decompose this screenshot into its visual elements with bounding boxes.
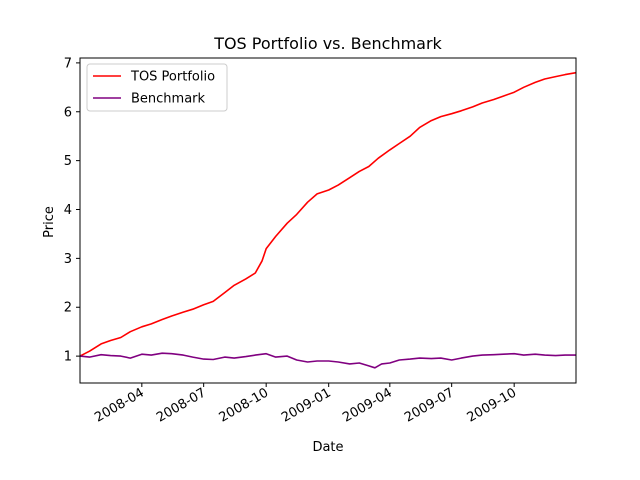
chart-title: TOS Portfolio vs. Benchmark [213,34,442,53]
y-tick-label: 5 [64,154,72,169]
y-tick-label: 4 [64,203,72,218]
x-axis-label: Date [312,440,343,455]
y-tick-label: 7 [64,56,72,71]
legend-label-0: TOS Portfolio [130,70,215,85]
y-tick-label: 6 [64,105,72,120]
y-tick-label: 3 [64,252,72,267]
series-line-1 [79,352,576,369]
y-tick-label: 2 [64,301,72,316]
plot-area [79,71,577,369]
y-axis-label: Price [42,206,57,238]
axes-frame [79,57,577,384]
legend: TOS Portfolio Benchmark [86,63,228,112]
y-tick-label: 1 [64,350,72,365]
series-line-0 [79,71,577,357]
legend-label-1: Benchmark [131,92,206,107]
legend-box [86,63,228,112]
